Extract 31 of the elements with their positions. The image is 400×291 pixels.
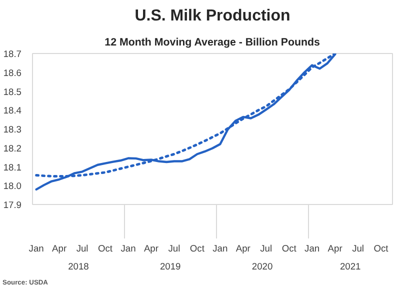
chart-subtitle: 12 Month Moving Average - Billion Pounds <box>104 36 320 48</box>
y-tick-label: 17.9 <box>3 200 22 210</box>
y-tick-label: 18.3 <box>3 124 22 134</box>
text: 2021 <box>340 262 361 272</box>
x-tick-label: Apr <box>328 244 342 254</box>
y-tick-label: 18.0 <box>3 181 22 192</box>
x-tick-label: Jan <box>304 244 320 254</box>
x-tick-label: Jul <box>352 244 364 254</box>
y-tick-label: 18.7 <box>3 49 22 59</box>
y-tick-label: 18.6 <box>3 68 22 78</box>
text: 2019 <box>160 262 181 272</box>
text: 2018 <box>68 262 89 272</box>
x-tick-label: Jan <box>212 244 228 254</box>
text: 2020 <box>252 262 273 272</box>
y-tick-label: 18.4 <box>3 106 22 116</box>
x-tick-label: Apr <box>236 244 250 254</box>
x-tick-label: Jul <box>168 244 180 254</box>
x-tick-label: Oct <box>282 244 297 254</box>
x-tick-label: Apr <box>144 244 158 254</box>
y-tick-label: 18.2 <box>3 143 22 154</box>
x-tick-label: Oct <box>374 244 389 254</box>
x-tick-label: Jul <box>76 244 88 254</box>
x-tick-label: Jan <box>120 244 136 254</box>
x-tick-label: Oct <box>190 244 205 254</box>
y-tick-label: 18.1 <box>3 162 22 172</box>
y-tick-label: 18.5 <box>3 86 22 97</box>
chart-title: U.S. Milk Production <box>134 8 290 24</box>
x-tick-label: Jan <box>28 244 44 254</box>
x-tick-label: Apr <box>52 244 67 254</box>
x-tick-label: Jul <box>260 244 272 254</box>
x-tick-label: Oct <box>98 244 113 254</box>
